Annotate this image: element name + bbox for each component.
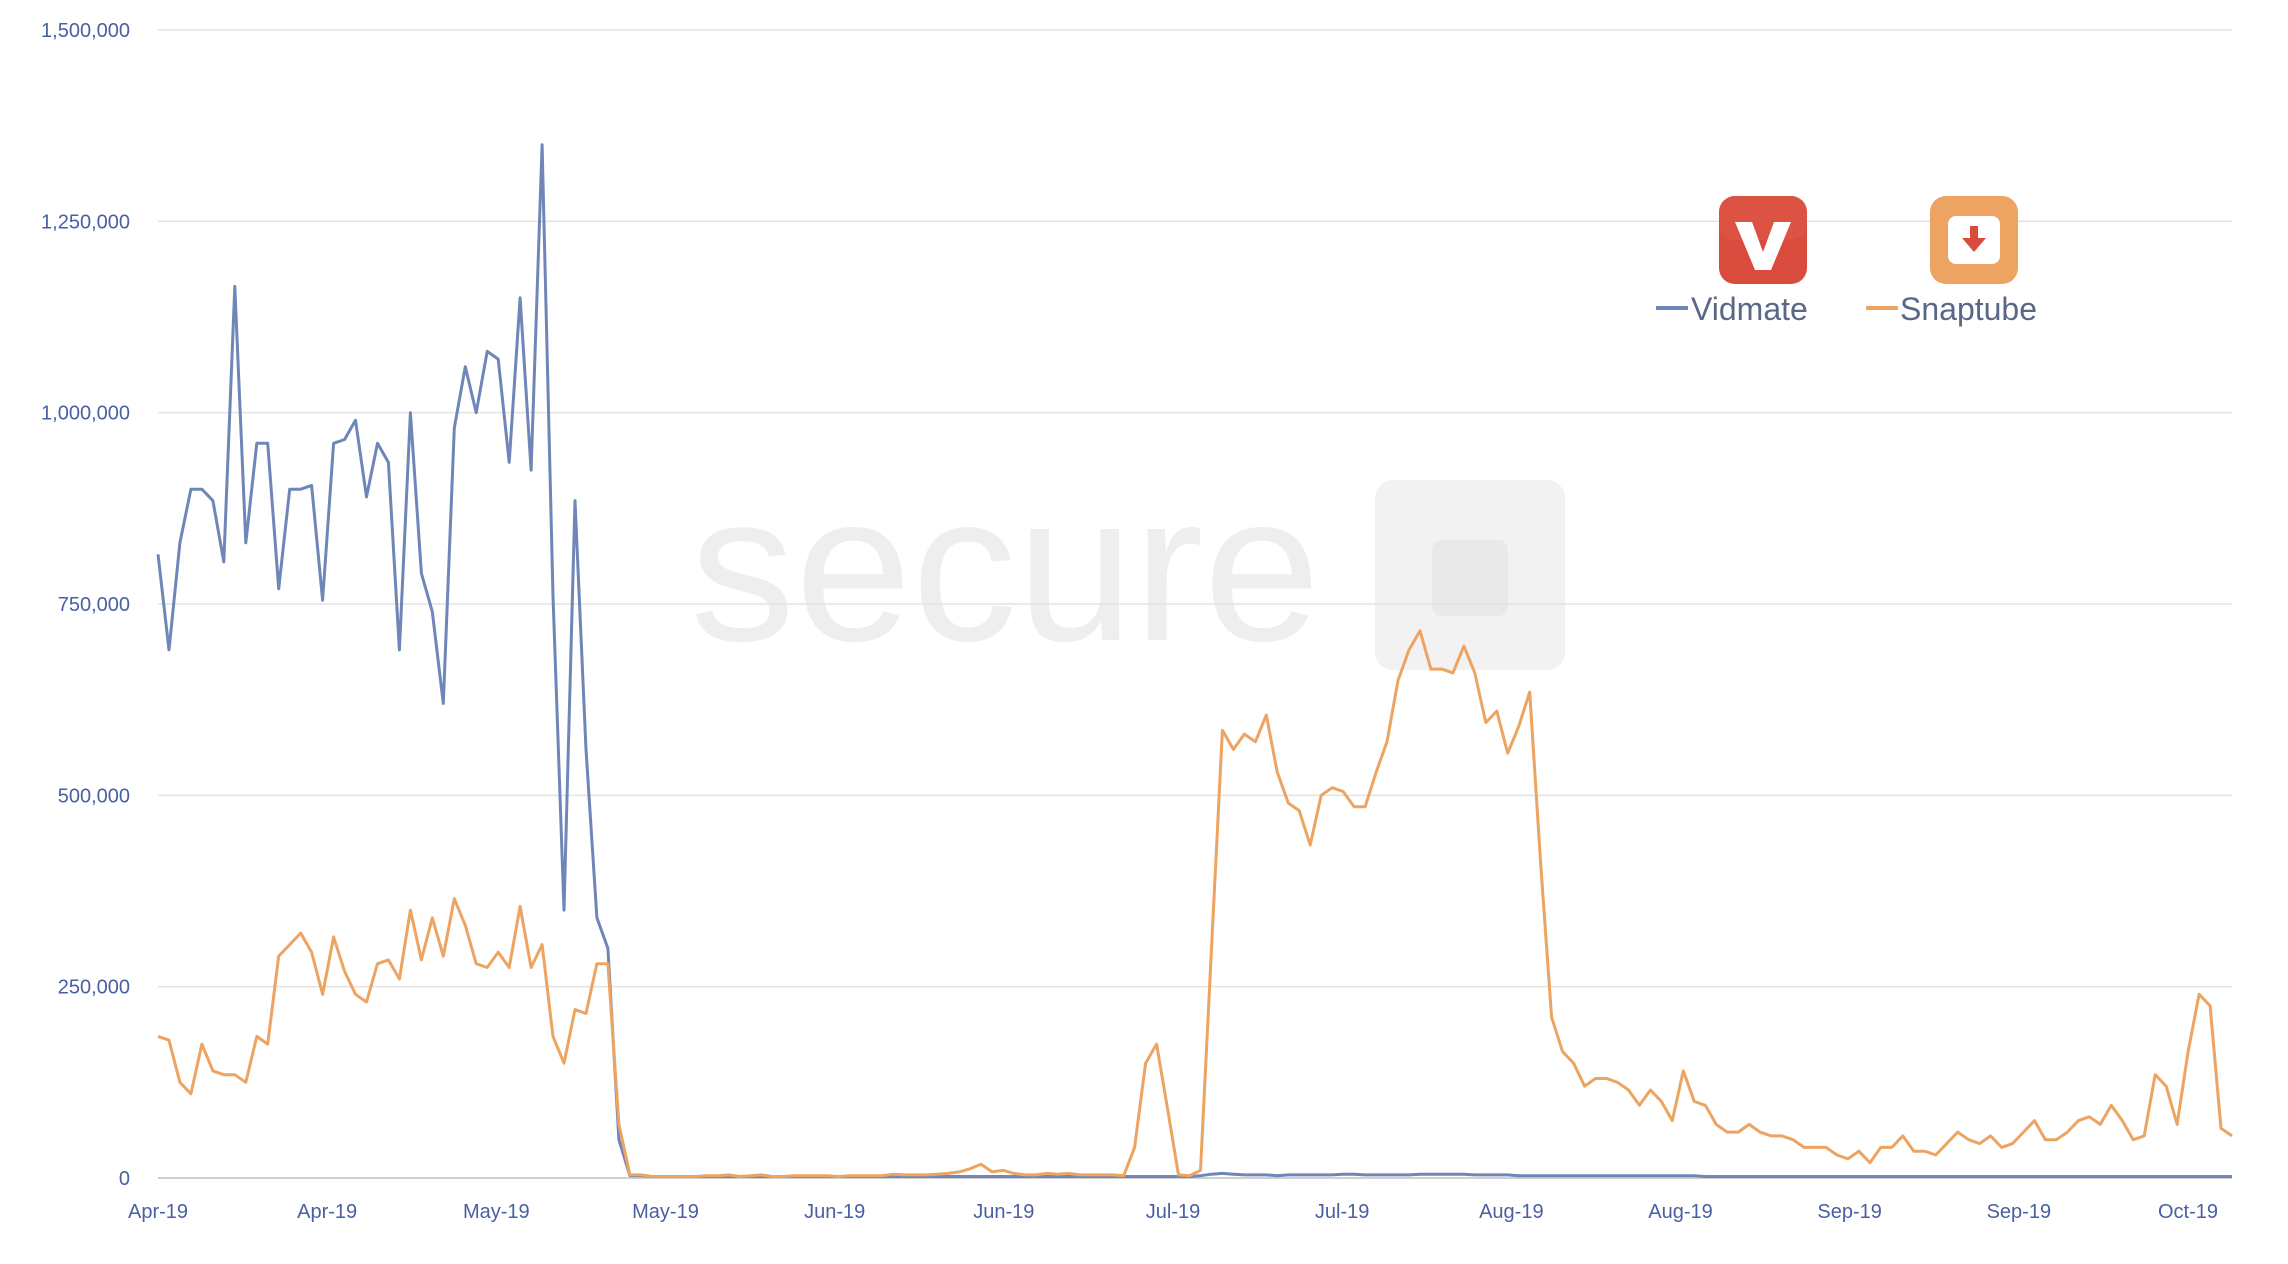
x-tick-label: May-19: [632, 1201, 699, 1223]
x-tick-label: Apr-19: [297, 1201, 357, 1223]
x-tick-label: Jun-19: [973, 1201, 1034, 1223]
x-tick-label: Sep-19: [1817, 1201, 1882, 1223]
x-axis-ticks: Apr-19 Apr-19 May-19 May-19 Jun-19 Jun-19 Jul-…: [128, 1201, 2218, 1223]
y-tick-label: 0: [119, 1168, 130, 1190]
x-tick-label: Jul-19: [1315, 1201, 1369, 1223]
watermark-logo-mark: [1432, 540, 1508, 616]
series-lines: [156, 143, 2233, 1178]
y-tick-label: 500,000: [58, 785, 130, 807]
watermark-text: secure: [690, 450, 1320, 685]
x-tick-label: Aug-19: [1479, 1201, 1544, 1223]
y-tick-label: 750,000: [58, 594, 130, 616]
legend-label-vidmate: Vidmate: [1691, 291, 1808, 327]
legend-item-snaptube: Snaptube: [1866, 196, 2037, 327]
legend-item-vidmate: Vidmate: [1656, 196, 1808, 327]
x-tick-label: Aug-19: [1648, 1201, 1713, 1223]
y-tick-label: 1,250,000: [41, 211, 130, 233]
x-tick-label: May-19: [463, 1201, 530, 1223]
y-tick-label: 1,000,000: [41, 403, 130, 425]
x-tick-label: Apr-19: [128, 1201, 188, 1223]
vidmate-v-icon: [1719, 196, 1807, 284]
y-tick-label: 1,500,000: [41, 20, 130, 42]
x-tick-label: Sep-19: [1987, 1201, 2052, 1223]
y-tick-label: 250,000: [58, 977, 130, 999]
x-tick-label: Jun-19: [804, 1201, 865, 1223]
series-line-snaptube: [157, 629, 2233, 1178]
x-tick-label: Oct-19: [2158, 1201, 2218, 1223]
legend: Vidmate Snaptube: [1656, 196, 2037, 327]
x-tick-label: Jul-19: [1146, 1201, 1200, 1223]
series-line-vidmate: [156, 143, 2232, 1178]
watermark: secure: [690, 450, 1565, 685]
snaptube-download-icon: [1930, 196, 2018, 284]
legend-label-snaptube: Snaptube: [1900, 291, 2037, 327]
y-axis-ticks: 0 250,000 500,000 750,000 1,000,000 1,250,000…: [41, 20, 130, 1190]
